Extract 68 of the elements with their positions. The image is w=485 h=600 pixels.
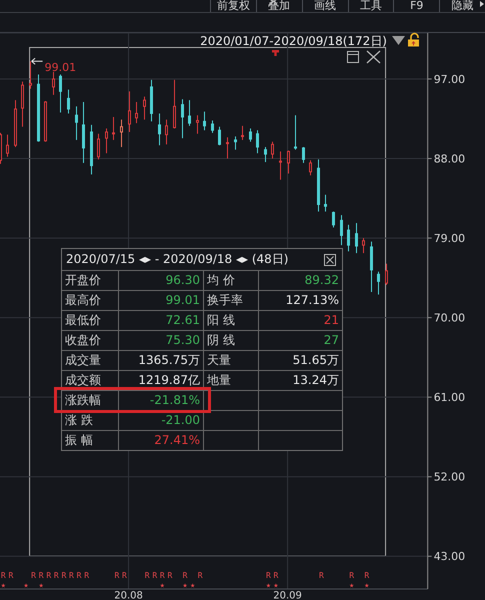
annotation: ★ ★ ★ ★ ★★ ★★ ★ ★ [0,580,372,590]
candlestick [82,101,84,164]
x-tick-label: 20.09 [272,590,302,600]
text: 涨跌幅 [65,393,101,407]
text: 27 [324,333,339,347]
y-tick-label: 79.00 [433,232,465,245]
text: 89.32 [304,273,339,287]
candlestick [6,134,8,158]
text: 天量 [207,353,231,367]
text: 涨 跌 [65,413,93,427]
text: 阴 线 [207,333,235,347]
candlestick [164,119,168,145]
text: 21 [324,313,339,327]
text: 1365.75万 [138,353,200,367]
y-tick-label: 61.00 [433,391,465,404]
text: 2020/07/15 ◂▸ - 2020/09/18 ◂▸ (48日) [66,252,288,266]
text: -21.00 [161,413,200,427]
text: 27.41% [154,433,200,447]
annotation: RR RRRRRRRR RR RRRR R R RR R R R [0,571,372,580]
text: 工具 [360,0,382,12]
y-tick-label: 43.00 [433,550,465,564]
candlestick [90,124,92,175]
text: 成交额 [65,373,101,387]
candlestick [187,100,190,126]
y-tick-label: 70.00 [433,312,465,325]
candlestick [195,114,198,134]
candlestick [149,79,152,122]
text: 96.30 [166,273,200,287]
candlestick [119,119,122,148]
y-tick-label: 52.00 [433,470,465,484]
text: -21.81% [150,393,200,407]
text: 隐藏 [452,0,474,12]
candlestick [127,90,130,133]
candlestick [354,222,358,254]
text: 振 幅 [65,433,93,447]
candlestick [278,150,282,180]
text: 开盘价 [65,273,101,287]
y-tick-label: 97.00 [433,72,465,86]
text: 51.65万 [292,353,339,367]
candlestick [316,158,320,212]
candlestick [376,271,380,296]
text: 地量 [207,373,231,387]
candlestick [74,106,78,140]
text: 均 价 [207,273,235,287]
text: 画线 [314,0,336,12]
text: 成交量 [65,353,101,367]
chart-title: 2020/01/07-2020/09/18(172日) [200,34,387,48]
candlestick [339,214,342,246]
text: 1219.87亿 [138,373,200,387]
x-tick-label: 20.08 [114,590,142,600]
text: 13.24万 [292,373,339,387]
text: 最高价 [65,293,101,307]
text: 72.61 [166,313,200,327]
text: 阳 线 [207,313,235,327]
text: 收盘价 [65,333,101,347]
text: 最低价 [65,313,101,327]
text: 75.30 [166,333,200,347]
text: 99.01 [166,293,200,307]
text: 叠加 [268,0,290,12]
text: F9 [410,0,424,12]
text: 换手率 [207,293,243,307]
annotation: 99.01 [44,61,76,74]
text: 前复权 [216,0,250,12]
text: 127.13% [286,293,339,307]
candlestick [369,241,372,292]
candlestick [52,71,54,96]
y-tick-label: 88.00 [433,152,465,166]
candlestick [157,112,160,146]
